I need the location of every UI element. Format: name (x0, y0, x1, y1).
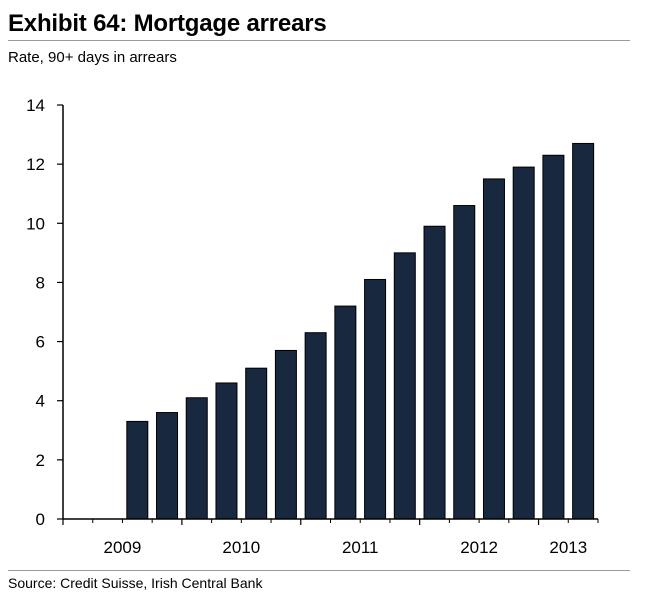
y-tick-label: 14 (26, 96, 45, 115)
bar (512, 166, 535, 520)
x-tick-label: 2010 (222, 538, 260, 557)
y-tick-label: 0 (36, 510, 45, 529)
bar (126, 420, 149, 520)
bar (304, 332, 327, 520)
chart-subtitle: Rate, 90+ days in arrears (8, 49, 177, 66)
bar (215, 382, 238, 520)
y-axis: 0 2 4 6 8 10 12 14 (26, 96, 64, 529)
bar (423, 225, 446, 520)
bar (334, 305, 357, 520)
bar (364, 278, 387, 520)
x-tick-label: 2012 (460, 538, 498, 557)
y-tick-label: 8 (36, 273, 45, 292)
bar (185, 397, 208, 520)
bar (393, 252, 416, 520)
bar (482, 178, 505, 520)
y-tick-label: 12 (26, 155, 45, 174)
x-tick-label: 2009 (104, 538, 142, 557)
x-tick-label: 2013 (549, 538, 587, 557)
source-divider (8, 570, 630, 571)
source-note: Source: Credit Suisse, Irish Central Ban… (8, 575, 263, 591)
bar (453, 205, 476, 520)
bar (156, 412, 179, 520)
bars (126, 142, 595, 520)
x-axis: 2009 2010 2011 2012 2013 (62, 518, 599, 557)
bar (572, 142, 595, 520)
x-tick-label: 2011 (342, 538, 379, 557)
y-tick-label: 4 (36, 392, 45, 411)
bar (245, 367, 268, 520)
title-divider (8, 40, 630, 41)
page-title: Exhibit 64: Mortgage arrears (8, 10, 327, 37)
y-tick-label: 10 (26, 214, 45, 233)
y-tick-label: 6 (36, 333, 45, 352)
y-tick-label: 2 (36, 451, 45, 470)
bar (274, 349, 297, 520)
bar (542, 154, 565, 520)
